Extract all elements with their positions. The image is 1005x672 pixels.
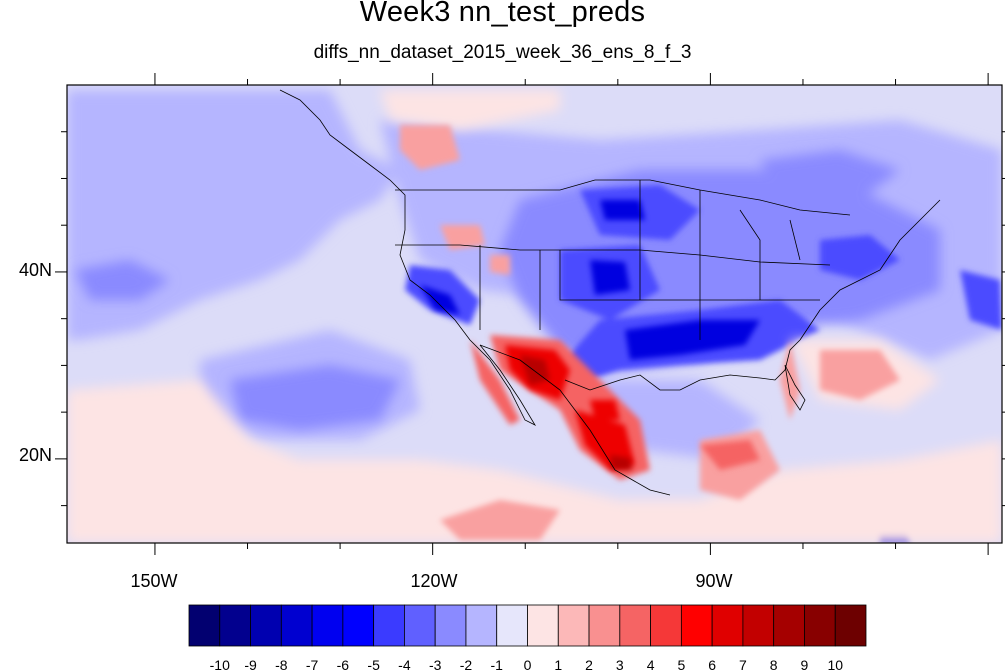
colorbar-swatch [680, 604, 713, 647]
colorbar-label: 10 [827, 657, 843, 672]
colorbar-swatch [404, 604, 436, 647]
colorbar-label: 0 [524, 657, 532, 672]
lat-tick-labels: 40N 20N [19, 260, 52, 465]
colorbar-label: -5 [367, 657, 380, 672]
colorbar-label: 2 [585, 657, 593, 672]
colorbar-swatch [742, 604, 775, 647]
colorbar-swatch [311, 604, 344, 647]
colorbar-swatch [773, 604, 805, 647]
contour-field [67, 85, 1002, 543]
colorbar-label: 5 [677, 657, 685, 672]
colorbar-swatch [250, 604, 282, 647]
colorbar-swatch [280, 604, 313, 647]
lon-label-150w: 150W [130, 571, 177, 591]
lon-tick-labels: 150W 120W 90W [130, 571, 732, 591]
colorbar-label: -8 [275, 657, 288, 672]
colorbar-swatch [219, 604, 251, 647]
colorbar-swatch [834, 604, 867, 647]
lon-label-120w: 120W [410, 571, 457, 591]
colorbar-swatch [342, 604, 375, 647]
colorbar-label: -2 [460, 657, 473, 672]
lat-label-20n: 20N [19, 445, 52, 465]
coastlines [279, 89, 941, 496]
colorbar-label: -6 [337, 657, 350, 672]
colorbar-label: 6 [708, 657, 716, 672]
lon-ticks [55, 73, 1005, 555]
plot-subtitle: diffs_nn_dataset_2015_week_36_ens_8_f_3 [313, 42, 692, 63]
colorbar-swatch [465, 604, 498, 647]
lat-label-40n: 40N [19, 260, 52, 280]
colorbar-swatch [373, 604, 405, 647]
colorbar-label: 8 [770, 657, 778, 672]
colorbar-label: 1 [554, 657, 562, 672]
colorbar-swatch [711, 604, 744, 647]
colorbar-label: 7 [739, 657, 747, 672]
colorbar-swatch [804, 604, 836, 647]
colorbar-label: -1 [491, 657, 504, 672]
colorbar-swatch [527, 604, 559, 647]
colorbar-label: -4 [398, 657, 411, 672]
colorbar-swatch [188, 604, 221, 647]
colorbar-label: -10 [210, 657, 230, 672]
colorbar-swatch [557, 604, 590, 647]
colorbar-label: -3 [429, 657, 442, 672]
colorbar: -10 -9 -8 -7 -6 -5 -4 -3 -2 -1 0 1 2 3 4 5 6 7 8 9 10 [188, 604, 867, 672]
colorbar-swatch [496, 604, 528, 647]
colorbar-label: -7 [306, 657, 319, 672]
lon-label-90w: 90W [695, 571, 732, 591]
colorbar-swatch [434, 604, 467, 647]
colorbar-label: 3 [616, 657, 624, 672]
colorbar-swatch [650, 604, 682, 647]
colorbar-label: 9 [801, 657, 809, 672]
colorbar-label: -9 [244, 657, 257, 672]
plot-title: Week3 nn_test_preds [359, 0, 646, 28]
map-frame [66, 84, 1003, 544]
colorbar-label: 4 [647, 657, 655, 672]
colorbar-swatch [588, 604, 621, 647]
colorbar-swatch [619, 604, 651, 647]
